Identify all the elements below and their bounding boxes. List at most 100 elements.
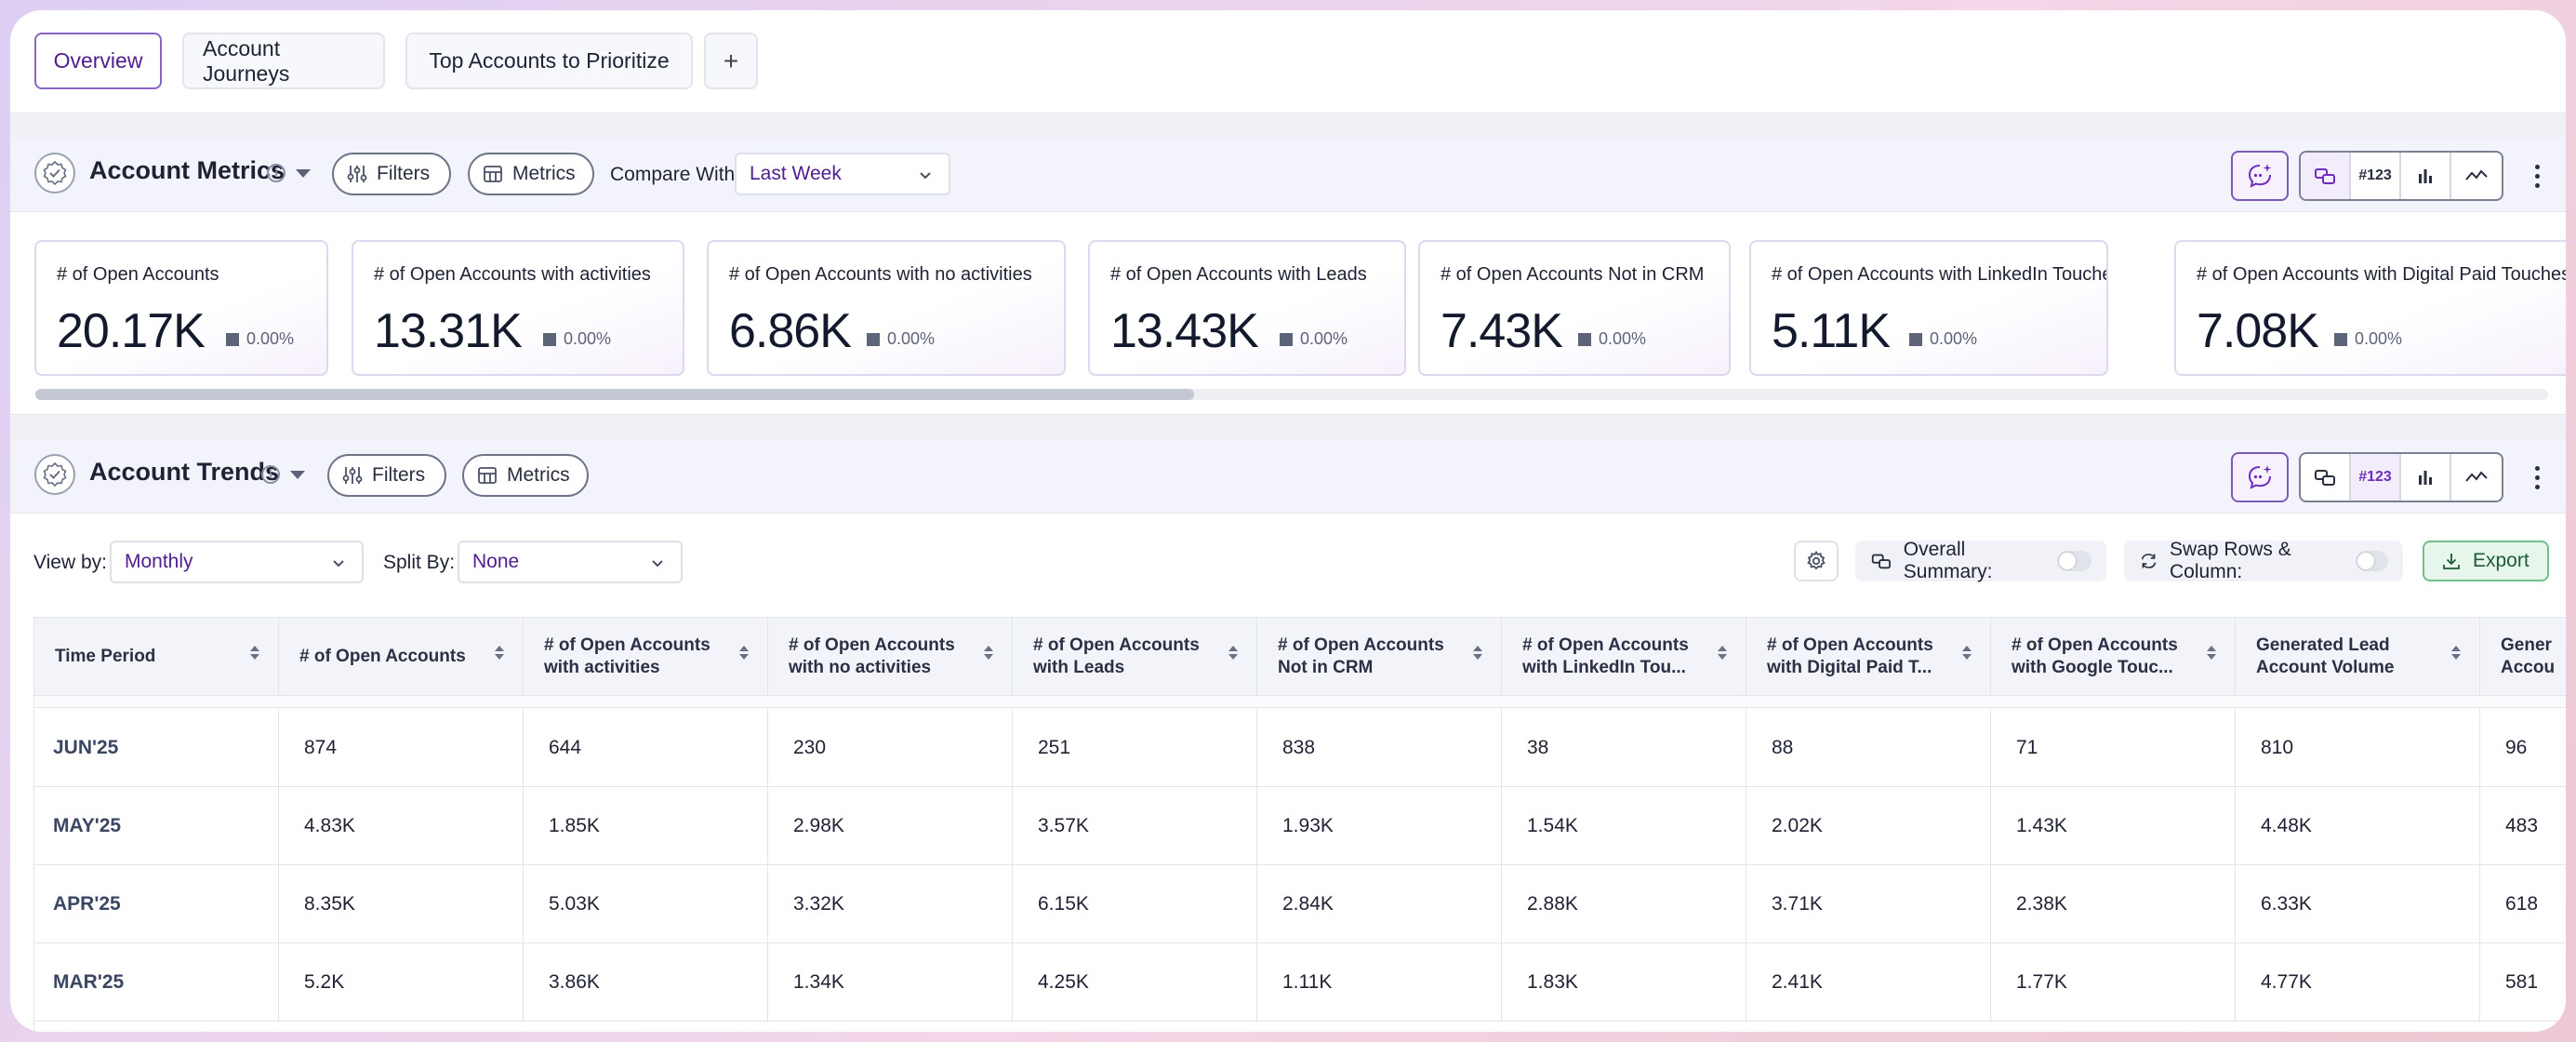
account-trends-table: Time Period # of Open Accounts # of Open A… bbox=[33, 617, 2566, 1032]
table-cell: 71 bbox=[1991, 709, 2236, 787]
split-by-select[interactable]: None bbox=[458, 541, 683, 583]
metric-card-value: 13.31K bbox=[374, 304, 523, 358]
gear-icon bbox=[1807, 550, 1826, 570]
filters-button[interactable]: Filters bbox=[327, 454, 446, 497]
metric-card-delta-value: 0.00% bbox=[1930, 329, 1978, 348]
sparkle-chat-icon bbox=[2248, 465, 2272, 489]
table-spacer-row bbox=[34, 696, 2566, 708]
scrollbar-thumb[interactable] bbox=[35, 389, 1194, 400]
number-view-button[interactable]: #123 bbox=[2351, 153, 2401, 199]
info-icon[interactable]: i bbox=[267, 164, 285, 182]
column-header[interactable]: # of Open Accounts with Digital Paid T... bbox=[1746, 618, 1991, 696]
square-icon bbox=[867, 332, 880, 346]
info-icon[interactable]: i bbox=[261, 465, 280, 484]
split-view-button[interactable] bbox=[2301, 454, 2351, 501]
metric-card-delta: 0.00% bbox=[1280, 329, 1348, 349]
table-grid-icon bbox=[478, 467, 497, 484]
view-by-select[interactable]: Monthly bbox=[110, 541, 364, 583]
line-chart-view-button[interactable] bbox=[2451, 454, 2502, 501]
chevron-down-icon[interactable] bbox=[296, 169, 311, 178]
column-header-line: with Leads bbox=[1033, 658, 1125, 677]
tab-account-journeys[interactable]: Account Journeys bbox=[182, 33, 385, 89]
column-header[interactable]: # of Open Accounts bbox=[279, 618, 524, 696]
trends-view-toggle: #123 bbox=[2299, 452, 2503, 502]
column-header[interactable]: # of Open Accounts with activities bbox=[524, 618, 768, 696]
account-trends-header: Account Trends i Filters Metrics #123 bbox=[10, 439, 2566, 514]
verified-badge-icon bbox=[34, 454, 75, 495]
horizontal-scrollbar[interactable] bbox=[35, 389, 2548, 400]
add-tab-button[interactable]: + bbox=[704, 33, 758, 89]
sliders-icon bbox=[342, 467, 363, 484]
table-cell: 1.34K bbox=[768, 943, 1013, 1022]
more-options-icon[interactable] bbox=[2528, 456, 2546, 499]
table-cell: 4.25K bbox=[1013, 943, 1257, 1022]
sort-icon[interactable] bbox=[1228, 646, 1238, 660]
column-header-label: Generated Lead Account Volume bbox=[2256, 635, 2395, 679]
tab-overview[interactable]: Overview bbox=[34, 33, 162, 89]
column-header[interactable]: Gener Accou bbox=[2480, 618, 2566, 696]
column-header-label: Time Period bbox=[55, 646, 155, 668]
sort-icon[interactable] bbox=[1718, 646, 1727, 660]
chevron-down-icon[interactable] bbox=[290, 471, 305, 479]
tab-bar: Overview Account Journeys Top Accounts t… bbox=[10, 10, 2566, 114]
column-header[interactable]: # of Open Accounts Not in CRM bbox=[1257, 618, 1502, 696]
column-header[interactable]: # of Open Accounts with Google Touc... bbox=[1991, 618, 2236, 696]
bar-chart-view-button[interactable] bbox=[2401, 153, 2451, 199]
sort-icon[interactable] bbox=[495, 646, 504, 660]
metric-card[interactable]: # of Open Accounts with Leads 13.43K 0.0… bbox=[1088, 240, 1406, 376]
line-chart-view-button[interactable] bbox=[2451, 153, 2502, 199]
table-cell: 2.38K bbox=[1991, 865, 2236, 943]
split-view-button[interactable] bbox=[2301, 153, 2351, 199]
table-row[interactable]: MAR'25 5.2K 3.86K 1.34K 4.25K 1.11K 1.83K 2.41K… bbox=[34, 943, 2566, 1022]
filters-button[interactable]: Filters bbox=[332, 153, 451, 195]
metric-card-value: 7.08K bbox=[2197, 304, 2319, 358]
metric-card[interactable]: # of Open Accounts with Digital Paid Tou… bbox=[2174, 240, 2566, 376]
table-header: Time Period # of Open Accounts # of Open A… bbox=[34, 618, 2566, 696]
compare-with-select[interactable]: Last Week bbox=[735, 153, 950, 195]
column-header-label: # of Open Accounts with Leads bbox=[1033, 635, 1200, 679]
column-header-line: Time Period bbox=[55, 647, 156, 666]
swap-rows-columns-toggle[interactable] bbox=[2356, 551, 2389, 571]
metric-card[interactable]: # of Open Accounts 20.17K 0.00% bbox=[34, 240, 328, 376]
column-header[interactable]: Generated Lead Account Volume bbox=[2236, 618, 2480, 696]
metric-card[interactable]: # of Open Accounts with activities 13.31… bbox=[352, 240, 684, 376]
settings-button[interactable] bbox=[1794, 541, 1839, 581]
metric-card[interactable]: # of Open Accounts Not in CRM 7.43K 0.00… bbox=[1418, 240, 1731, 376]
table-row[interactable]: APR'25 8.35K 5.03K 3.32K 6.15K 2.84K 2.88K 3.71… bbox=[34, 865, 2566, 943]
metrics-button[interactable]: Metrics bbox=[468, 153, 594, 195]
sort-icon[interactable] bbox=[1473, 646, 1482, 660]
metric-card[interactable]: # of Open Accounts with LinkedIn Touches… bbox=[1749, 240, 2108, 376]
column-header[interactable]: Time Period bbox=[34, 618, 279, 696]
column-header[interactable]: # of Open Accounts with no activities bbox=[768, 618, 1013, 696]
sort-icon[interactable] bbox=[250, 646, 259, 660]
number-view-button[interactable]: #123 bbox=[2351, 454, 2401, 501]
column-header-line: # of Open Accounts bbox=[1278, 635, 1444, 655]
sort-icon[interactable] bbox=[2207, 646, 2216, 660]
table-cell: 251 bbox=[1013, 709, 1257, 787]
sort-icon[interactable] bbox=[984, 646, 993, 660]
metric-card-delta: 0.00% bbox=[226, 329, 294, 349]
square-icon bbox=[543, 332, 556, 346]
square-icon bbox=[1578, 332, 1591, 346]
sort-icon[interactable] bbox=[1962, 646, 1972, 660]
metrics-button[interactable]: Metrics bbox=[462, 454, 589, 497]
overall-summary-toggle[interactable] bbox=[2057, 551, 2092, 571]
sort-icon[interactable] bbox=[2451, 646, 2461, 660]
export-button[interactable]: Export bbox=[2423, 541, 2549, 581]
tab-top-accounts[interactable]: Top Accounts to Prioritize bbox=[405, 33, 693, 89]
sort-icon[interactable] bbox=[739, 646, 749, 660]
metric-cards-strip: # of Open Accounts 20.17K 0.00% # of Ope… bbox=[10, 212, 2566, 415]
table-row[interactable]: MAY'25 4.83K 1.85K 2.98K 3.57K 1.93K 1.54K 2.02… bbox=[34, 787, 2566, 865]
table-row[interactable]: JUN'25 874 644 230 251 838 38 88 71 810 96 bbox=[34, 709, 2566, 787]
table-cell: 874 bbox=[279, 709, 524, 787]
column-header-line: with LinkedIn Tou... bbox=[1522, 658, 1686, 677]
table-cell: 2.98K bbox=[768, 787, 1013, 865]
ai-chat-button[interactable] bbox=[2231, 151, 2289, 201]
column-header[interactable]: # of Open Accounts with Leads bbox=[1013, 618, 1257, 696]
column-header-line: with Digital Paid T... bbox=[1767, 658, 1932, 677]
metric-card[interactable]: # of Open Accounts with no activities 6.… bbox=[707, 240, 1066, 376]
more-options-icon[interactable] bbox=[2528, 154, 2546, 197]
column-header[interactable]: # of Open Accounts with LinkedIn Tou... bbox=[1502, 618, 1746, 696]
bar-chart-view-button[interactable] bbox=[2401, 454, 2451, 501]
ai-chat-button[interactable] bbox=[2231, 452, 2289, 502]
